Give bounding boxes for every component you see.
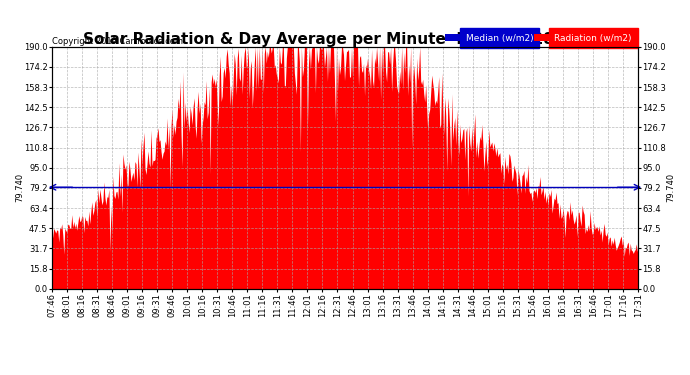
Text: Copyright 2019 Cartronics.com: Copyright 2019 Cartronics.com (52, 37, 184, 46)
Legend: Median (w/m2), Radiation (w/m2): Median (w/m2), Radiation (w/m2) (444, 32, 633, 45)
Title: Solar Radiation & Day Average per Minute  Mon Oct 28 17:31: Solar Radiation & Day Average per Minute… (83, 32, 607, 47)
Text: 79.740: 79.740 (666, 172, 675, 202)
Text: 79.740: 79.740 (15, 172, 24, 202)
